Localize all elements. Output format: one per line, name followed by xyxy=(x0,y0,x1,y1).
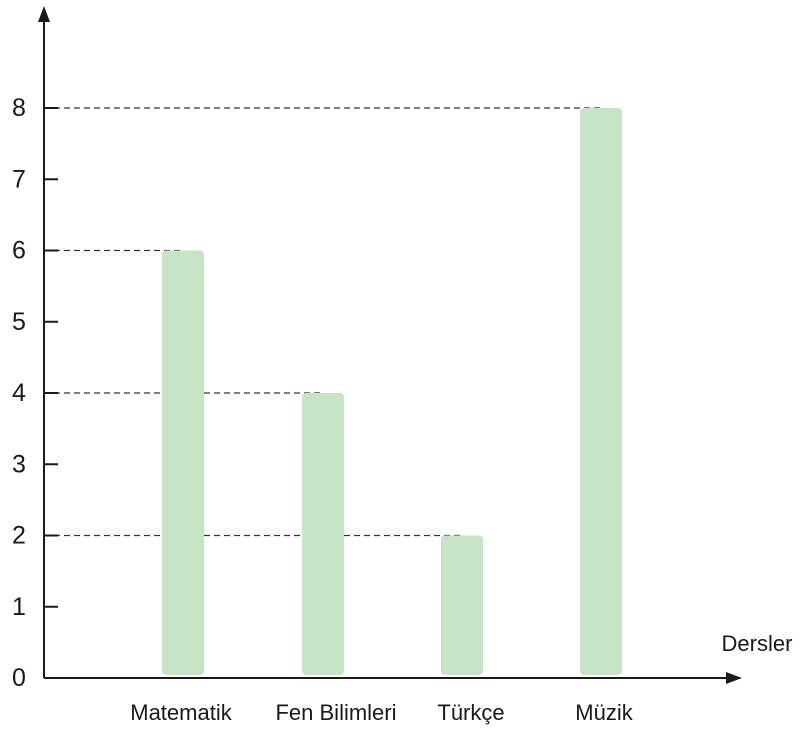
x-category-label: Matematik xyxy=(130,700,232,725)
bar xyxy=(162,250,204,675)
dashed-guides xyxy=(44,107,601,537)
y-tick-label: 1 xyxy=(12,593,26,621)
x-axis-arrowhead xyxy=(726,672,742,684)
bar xyxy=(441,535,483,675)
y-axis-ticks: 0 1 2 3 4 5 6 7 8 xyxy=(12,94,58,692)
bar xyxy=(302,393,344,675)
y-tick-label: 6 xyxy=(12,237,26,265)
y-tick-label: 7 xyxy=(12,165,26,193)
y-tick-label: 5 xyxy=(12,308,26,336)
y-axis-arrowhead xyxy=(38,6,50,22)
y-tick-label: 0 xyxy=(12,664,26,692)
x-category-label: Müzik xyxy=(575,700,633,725)
x-category-label: Türkçe xyxy=(437,700,504,725)
x-axis-category-labels: Matematik Fen Bilimleri Türkçe Müzik xyxy=(130,700,633,725)
y-tick-label: 4 xyxy=(12,379,26,407)
bars xyxy=(162,108,622,675)
y-tick-label: 8 xyxy=(12,94,26,122)
y-tick-label: 2 xyxy=(12,522,26,550)
y-tick-label: 3 xyxy=(12,450,26,478)
x-category-label: Fen Bilimleri xyxy=(275,700,396,725)
bar xyxy=(580,108,622,675)
x-axis-label: Dersler xyxy=(722,631,793,656)
